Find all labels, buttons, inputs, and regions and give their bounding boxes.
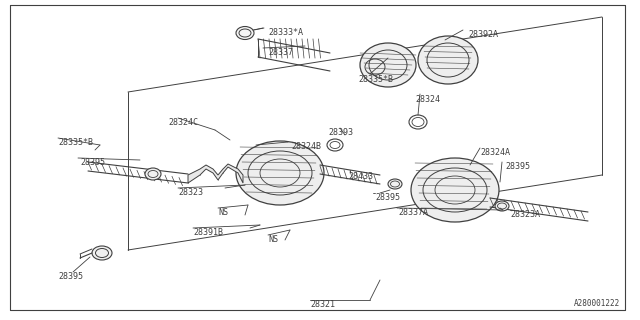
Text: 28395: 28395 (58, 272, 83, 281)
Text: 28337: 28337 (268, 48, 293, 57)
Text: 28324C: 28324C (168, 118, 198, 127)
Text: 28395: 28395 (505, 162, 530, 171)
Text: 28392A: 28392A (468, 30, 498, 39)
Text: 28323A: 28323A (510, 210, 540, 219)
Text: 28321: 28321 (310, 300, 335, 309)
Text: 28333*A: 28333*A (268, 28, 303, 37)
Ellipse shape (411, 158, 499, 222)
Text: 28337A: 28337A (398, 208, 428, 217)
Text: NS: NS (218, 208, 228, 217)
Ellipse shape (92, 246, 112, 260)
Text: 28324B: 28324B (291, 142, 321, 151)
Text: 28335*B: 28335*B (58, 138, 93, 147)
Ellipse shape (145, 168, 161, 180)
Ellipse shape (418, 36, 478, 84)
Ellipse shape (360, 43, 416, 87)
Polygon shape (188, 164, 243, 183)
Ellipse shape (495, 201, 509, 211)
Text: A280001222: A280001222 (573, 299, 620, 308)
Text: 28323: 28323 (178, 188, 203, 197)
Text: 28335*B: 28335*B (358, 75, 393, 84)
Text: 28393: 28393 (328, 128, 353, 137)
Text: 28433: 28433 (348, 172, 373, 181)
Text: 28324A: 28324A (480, 148, 510, 157)
Text: 28395: 28395 (80, 158, 105, 167)
Ellipse shape (236, 141, 324, 205)
Text: 28324: 28324 (415, 95, 440, 104)
Text: 28391B: 28391B (193, 228, 223, 237)
Text: 28395: 28395 (375, 193, 400, 202)
Ellipse shape (388, 179, 402, 189)
Text: NS: NS (268, 235, 278, 244)
Ellipse shape (236, 27, 254, 39)
